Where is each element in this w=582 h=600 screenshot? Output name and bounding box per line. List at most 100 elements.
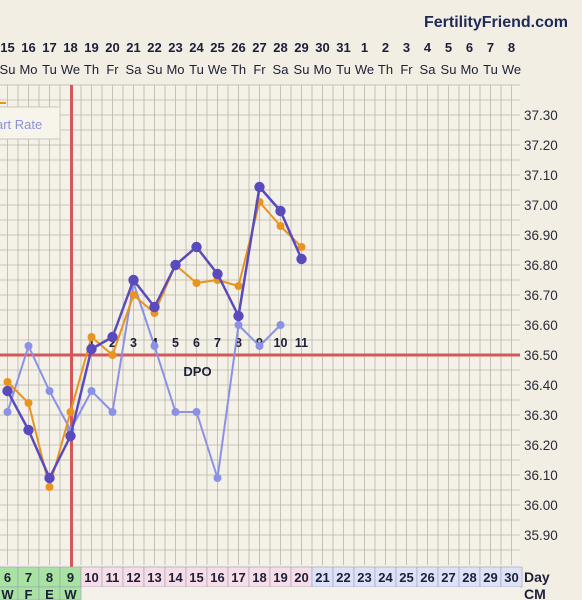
cycle-day-number: 22 [336, 570, 350, 585]
cycle-day-number: 26 [420, 570, 434, 585]
dpo-label: DPO [183, 364, 211, 379]
data-point-series-0 [44, 472, 55, 484]
header-date-number: 28 [273, 40, 287, 55]
legend-label: art Rate [0, 117, 42, 132]
data-point-series-2 [45, 387, 54, 395]
header-date-number: 25 [210, 40, 224, 55]
cycle-day-number: 16 [210, 570, 224, 585]
y-tick-label: 36.40 [524, 378, 558, 393]
header-weekday: Fr [253, 62, 266, 77]
cycle-day-number: 23 [357, 570, 371, 585]
dpo-number: 2 [109, 336, 116, 350]
cycle-day-number: 17 [231, 570, 245, 585]
data-point-series-2 [255, 342, 264, 350]
y-tick-label: 36.60 [524, 318, 558, 333]
header-weekday: Su [147, 62, 163, 77]
data-point-series-2 [234, 321, 243, 329]
data-point-series-0 [2, 385, 13, 397]
header-date-number: 24 [189, 40, 204, 55]
dpo-number: 11 [295, 336, 308, 350]
cm-cell [59, 586, 82, 600]
series-line-2 [6, 282, 282, 479]
cycle-day-number: 13 [147, 570, 161, 585]
y-tick-label: 36.80 [524, 258, 558, 273]
cycle-day-number: 19 [273, 570, 287, 585]
header-weekday: Tu [336, 62, 351, 77]
y-tick-label: 36.50 [524, 348, 558, 363]
cycle-day-number: 28 [462, 570, 476, 585]
data-point-series-2 [3, 408, 12, 416]
data-point-series-1 [87, 333, 96, 341]
header-date-number: 4 [424, 40, 432, 55]
header-date-number: 22 [147, 40, 161, 55]
header-weekday: We [208, 62, 227, 77]
dpo-number: 10 [274, 336, 288, 350]
header-weekday: Su [441, 62, 457, 77]
cycle-day-number: 18 [252, 570, 266, 585]
header-weekday: Tu [483, 62, 498, 77]
brand-logo-text: FertilityFriend.com [424, 14, 568, 31]
header-date-number: 7 [487, 40, 494, 55]
dpo-number: 3 [130, 336, 137, 350]
data-point-series-0 [107, 331, 118, 343]
header-date-number: 15 [0, 40, 14, 55]
header-date-number: 5 [445, 40, 452, 55]
cm-row [0, 587, 520, 600]
dpo-number: 5 [172, 336, 179, 350]
cycle-day-number: 20 [294, 570, 308, 585]
data-point-series-0 [128, 274, 139, 286]
cycle-day-number: 21 [315, 570, 329, 585]
cm-value: W [1, 587, 14, 600]
data-point-series-0 [212, 268, 223, 280]
header-date-number: 26 [231, 40, 245, 55]
header-date-number: 16 [21, 40, 35, 55]
data-point-series-1 [192, 279, 201, 287]
cycle-day-number: 6 [4, 570, 11, 585]
header-date-number: 19 [84, 40, 98, 55]
header-date-number: 3 [403, 40, 410, 55]
dpo-number: 1 [88, 336, 95, 350]
data-point-series-0 [275, 205, 286, 217]
cm-value: E [45, 587, 54, 600]
header-weekday: Fr [400, 62, 413, 77]
data-point-series-0 [65, 430, 76, 442]
dpo-number: 8 [235, 336, 242, 350]
cycle-day-number: 10 [84, 570, 98, 585]
header-weekday: We [502, 62, 521, 77]
cycle-day-number: 27 [441, 570, 455, 585]
header-weekday: Su [0, 62, 15, 77]
cm-value: W [64, 587, 77, 600]
data-point-series-1 [276, 222, 285, 230]
header-date-number: 20 [105, 40, 119, 55]
y-tick-label: 36.70 [524, 288, 558, 303]
data-point-series-2 [192, 408, 201, 416]
data-point-series-2 [213, 474, 222, 482]
data-point-series-1 [297, 243, 306, 251]
y-tick-label: 35.90 [524, 528, 558, 543]
header-date-number: 21 [126, 40, 140, 55]
header-date-number: 30 [315, 40, 329, 55]
data-point-series-2 [108, 408, 117, 416]
header-date-number: 18 [63, 40, 77, 55]
data-point-series-0 [296, 253, 307, 265]
header-weekday: Mo [313, 62, 331, 77]
cycle-day-number: 12 [126, 570, 140, 585]
cycle-day-number: 14 [168, 570, 183, 585]
header-date-number: 31 [336, 40, 350, 55]
y-tick-label: 36.10 [524, 468, 558, 483]
y-tick-label: 36.90 [524, 228, 558, 243]
data-point-series-0 [254, 181, 265, 193]
header-weekday: Th [84, 62, 99, 77]
data-point-series-0 [170, 259, 181, 271]
data-point-series-0 [23, 424, 34, 436]
legend-box [0, 106, 61, 140]
data-point-series-2 [24, 342, 33, 350]
data-point-series-0 [191, 241, 202, 253]
header-weekday: We [355, 62, 374, 77]
data-point-series-1 [66, 408, 75, 416]
data-point-series-1 [108, 351, 117, 359]
y-tick-label: 37.10 [524, 168, 558, 183]
header-weekday: We [61, 62, 80, 77]
